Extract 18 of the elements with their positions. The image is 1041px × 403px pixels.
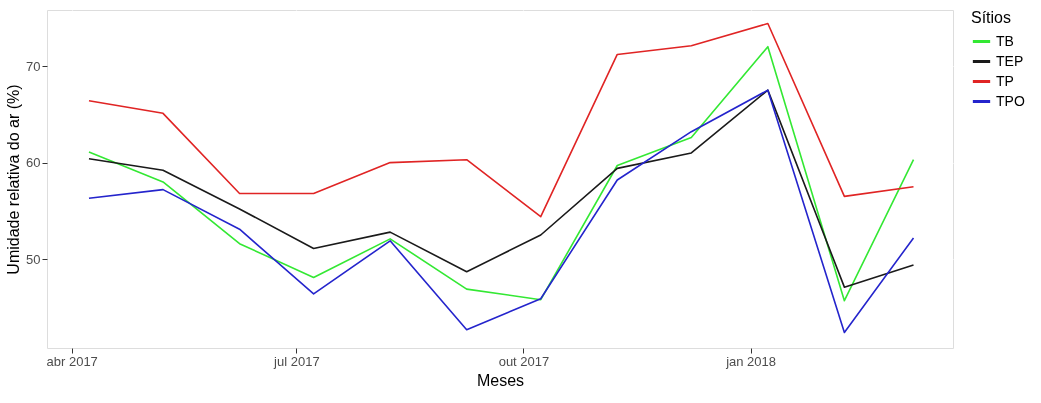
y-tick-label: 70 [26, 58, 41, 74]
x-tick-label: jan 2018 [725, 353, 777, 369]
y-tick-label: 50 [26, 251, 41, 267]
y-tick-label: 60 [26, 155, 41, 171]
line-series [88, 22, 915, 218]
line-series [88, 89, 915, 288]
legend-label: TPO [996, 92, 1025, 109]
y-axis-title: Umidade relativa do ar (%) [5, 84, 23, 275]
x-axis-title: Meses [476, 371, 525, 389]
x-tick-label: jul 2017 [273, 353, 320, 369]
x-tick-label: out 2017 [498, 353, 550, 369]
legend-label: TP [996, 72, 1014, 89]
line-series [88, 89, 915, 334]
legend-label: TB [996, 32, 1014, 49]
legend-title: Sítios [971, 9, 1012, 26]
line-series [88, 45, 915, 302]
legend-label: TEP [996, 52, 1024, 69]
x-tick-label: abr 2017 [46, 353, 98, 369]
